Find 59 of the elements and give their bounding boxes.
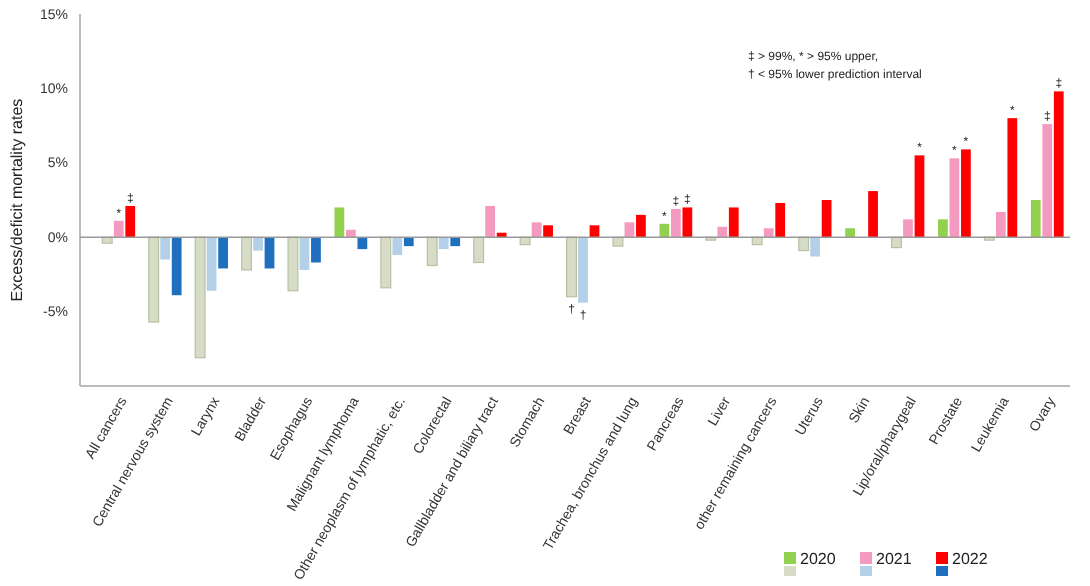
bar [659,223,670,238]
bar [636,214,646,238]
bar [728,207,739,238]
bar [194,236,206,359]
legend-label: 2021 [876,550,913,568]
bar [380,236,392,289]
bar [357,237,368,250]
bar [845,228,855,238]
bar [903,219,913,238]
bar [253,237,263,251]
bar [624,222,635,238]
bar [171,237,182,296]
bar [995,211,1006,238]
bar [868,191,878,238]
bar [218,237,228,269]
bar [763,228,774,238]
bar [311,237,321,263]
bar [438,237,449,250]
bar [113,220,124,238]
bar [949,158,960,238]
bar [612,236,624,247]
bar [821,200,832,238]
bar [496,232,507,238]
bar [775,202,786,238]
legend-label: 2020 [800,550,837,568]
bar [403,237,414,247]
bar [241,236,253,271]
bar [578,237,588,303]
bar [1030,200,1041,238]
bar [392,237,403,256]
bar [670,208,681,238]
bar [473,236,485,264]
bar [589,225,600,238]
bar [160,237,171,260]
bar [914,155,925,238]
bar [1042,124,1053,238]
bar [334,207,345,238]
legend-label: 2022 [952,550,989,568]
bar [961,149,971,238]
bar [717,226,728,238]
bar [938,219,948,238]
bar [810,237,821,257]
bar [345,229,356,238]
bar [1007,118,1018,238]
bar [1053,91,1064,238]
bar [299,237,310,270]
bar [543,225,553,238]
bar [798,236,810,252]
bar [148,236,160,323]
bar [531,222,542,238]
bar [287,236,299,292]
bar [450,237,461,247]
bar [206,237,217,291]
bar [682,207,693,238]
bar [485,205,496,238]
bar [125,205,136,238]
y-axis-title: Excess/deficit mortality rates [8,98,26,302]
bar [566,236,577,298]
bar [426,236,438,267]
